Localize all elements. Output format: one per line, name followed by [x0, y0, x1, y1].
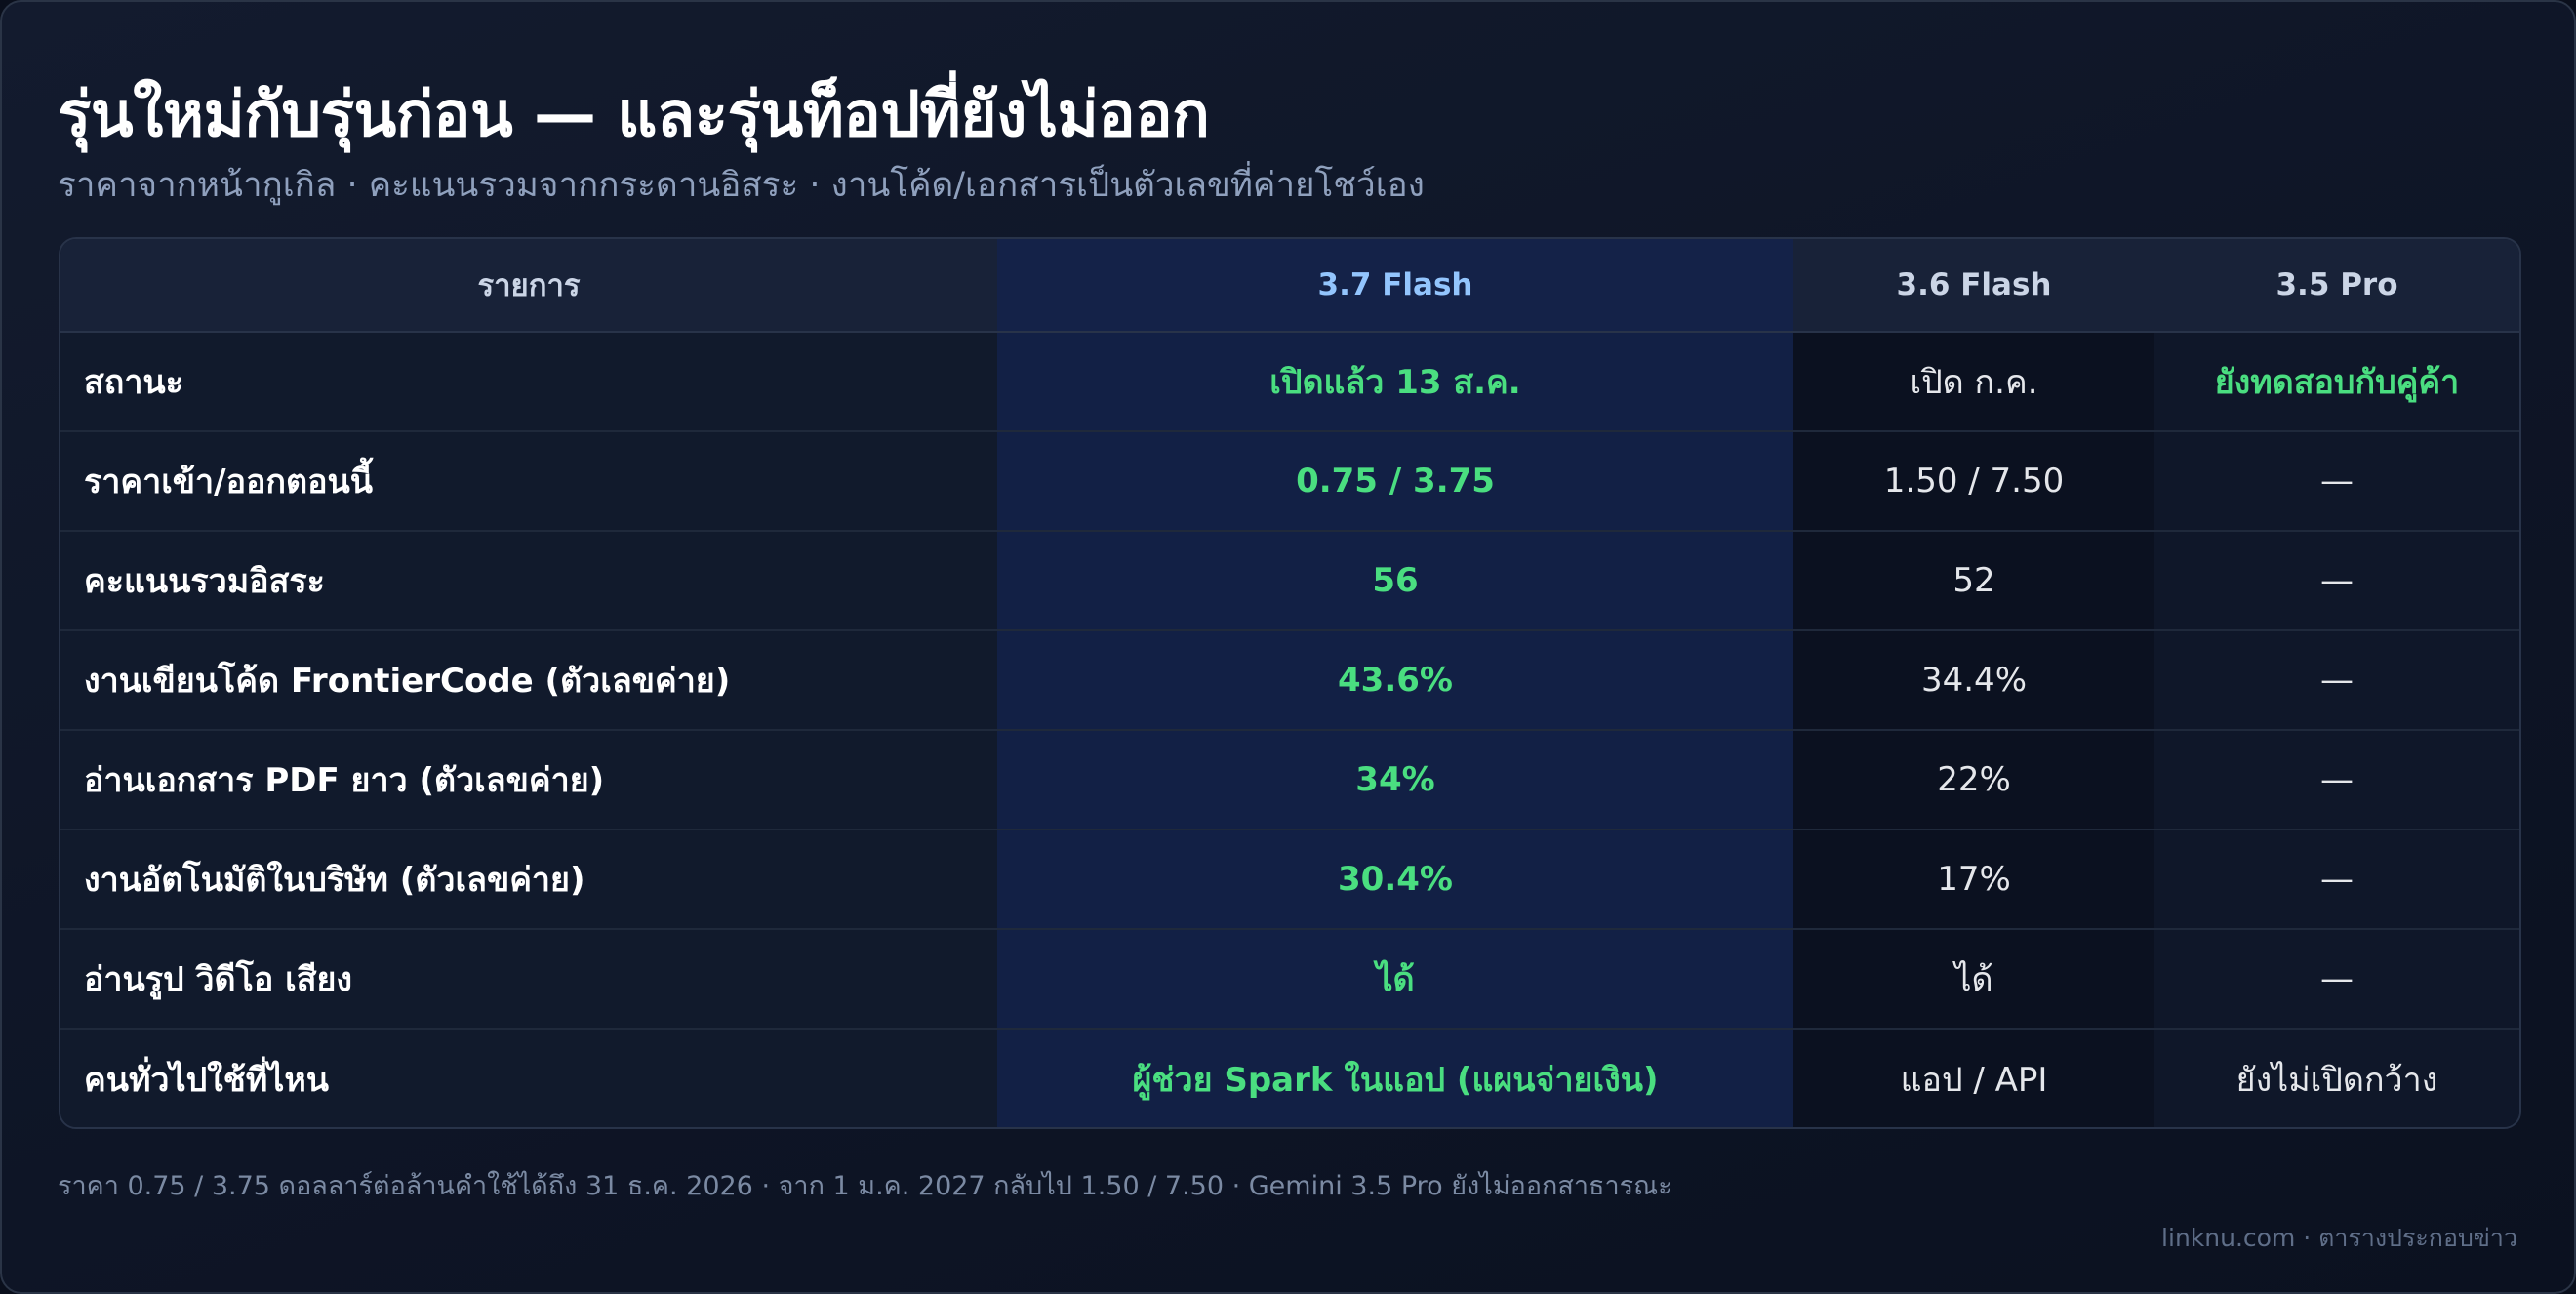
cell-3-6-flash: 52 [1793, 531, 2154, 631]
cell-3-5-pro: — [2154, 730, 2519, 830]
table-row: คะแนนรวมอิสระ 56 52 — [60, 531, 2519, 631]
cell-3-5-pro: ยังทดสอบกับคู่ค้า [2154, 332, 2519, 432]
cell-3-6-flash: แอป / API [1793, 1029, 2154, 1127]
cell-3-7-flash: 30.4% [997, 829, 1793, 930]
row-label: งานเขียนโค้ด FrontierCode (ตัวเลขค่าย) [60, 630, 997, 731]
cell-3-7-flash: ผู้ช่วย Spark ในแอป (แผนจ่ายเงิน) [997, 1029, 1793, 1127]
table-row: อ่านเอกสาร PDF ยาว (ตัวเลขค่าย) 34% 22% … [60, 730, 2519, 830]
header-3-5-pro: 3.5 Pro [2154, 239, 2519, 333]
cell-3-6-flash: 17% [1793, 829, 2154, 930]
cell-3-6-flash: 34.4% [1793, 630, 2154, 731]
cell-3-6-flash: ได้ [1793, 929, 2154, 1030]
comparison-table: รายการ 3.7 Flash 3.6 Flash 3.5 Pro สถานะ… [59, 237, 2521, 1129]
cell-3-5-pro: — [2154, 431, 2519, 532]
page-subtitle: ราคาจากหน้ากูเกิล · คะแนนรวมจากกระดานอิส… [58, 166, 1425, 205]
cell-3-7-flash: 34% [997, 730, 1793, 830]
cell-3-5-pro: — [2154, 829, 2519, 930]
table-row: ราคาเข้า/ออกตอนนี้ 0.75 / 3.75 1.50 / 7.… [60, 431, 2519, 532]
table-row: งานอัตโนมัติในบริษัท (ตัวเลขค่าย) 30.4% … [60, 829, 2519, 930]
cell-3-7-flash: 0.75 / 3.75 [997, 431, 1793, 532]
cell-3-7-flash: 43.6% [997, 630, 1793, 731]
cell-3-6-flash: 22% [1793, 730, 2154, 830]
table-row: คนทั่วไปใช้ที่ไหน ผู้ช่วย Spark ในแอป (แ… [60, 1029, 2519, 1127]
footnote: ราคา 0.75 / 3.75 ดอลลาร์ต่อล้านคำใช้ได้ถ… [58, 1171, 1672, 1201]
source-credit: linknu.com · ตารางประกอบข่าว [2161, 1224, 2517, 1252]
row-label: อ่านรูป วิดีโอ เสียง [60, 929, 997, 1030]
cell-3-5-pro: — [2154, 929, 2519, 1030]
table-row: งานเขียนโค้ด FrontierCode (ตัวเลขค่าย) 4… [60, 630, 2519, 731]
row-label: คนทั่วไปใช้ที่ไหน [60, 1029, 997, 1127]
cell-3-7-flash: 56 [997, 531, 1793, 631]
cell-3-5-pro: — [2154, 630, 2519, 731]
row-label: สถานะ [60, 332, 997, 432]
page-title: รุ่นใหม่กับรุ่นก่อน — และรุ่นท็อปที่ยังไ… [58, 79, 1210, 151]
cell-3-6-flash: เปิด ก.ค. [1793, 332, 2154, 432]
cell-3-7-flash: ได้ [997, 929, 1793, 1030]
header-3-6-flash: 3.6 Flash [1793, 239, 2154, 333]
table-header-row: รายการ 3.7 Flash 3.6 Flash 3.5 Pro [60, 239, 2519, 333]
header-item: รายการ [60, 239, 997, 333]
cell-3-6-flash: 1.50 / 7.50 [1793, 431, 2154, 532]
cell-3-5-pro: ยังไม่เปิดกว้าง [2154, 1029, 2519, 1127]
cell-3-7-flash: เปิดแล้ว 13 ส.ค. [997, 332, 1793, 432]
row-label: อ่านเอกสาร PDF ยาว (ตัวเลขค่าย) [60, 730, 997, 830]
row-label: คะแนนรวมอิสระ [60, 531, 997, 631]
row-label: ราคาเข้า/ออกตอนนี้ [60, 431, 997, 532]
cell-3-5-pro: — [2154, 531, 2519, 631]
table-row: อ่านรูป วิดีโอ เสียง ได้ ได้ — [60, 929, 2519, 1030]
table-row: สถานะ เปิดแล้ว 13 ส.ค. เปิด ก.ค. ยังทดสอ… [60, 332, 2519, 432]
header-3-7-flash: 3.7 Flash [997, 239, 1793, 333]
row-label: งานอัตโนมัติในบริษัท (ตัวเลขค่าย) [60, 829, 997, 930]
